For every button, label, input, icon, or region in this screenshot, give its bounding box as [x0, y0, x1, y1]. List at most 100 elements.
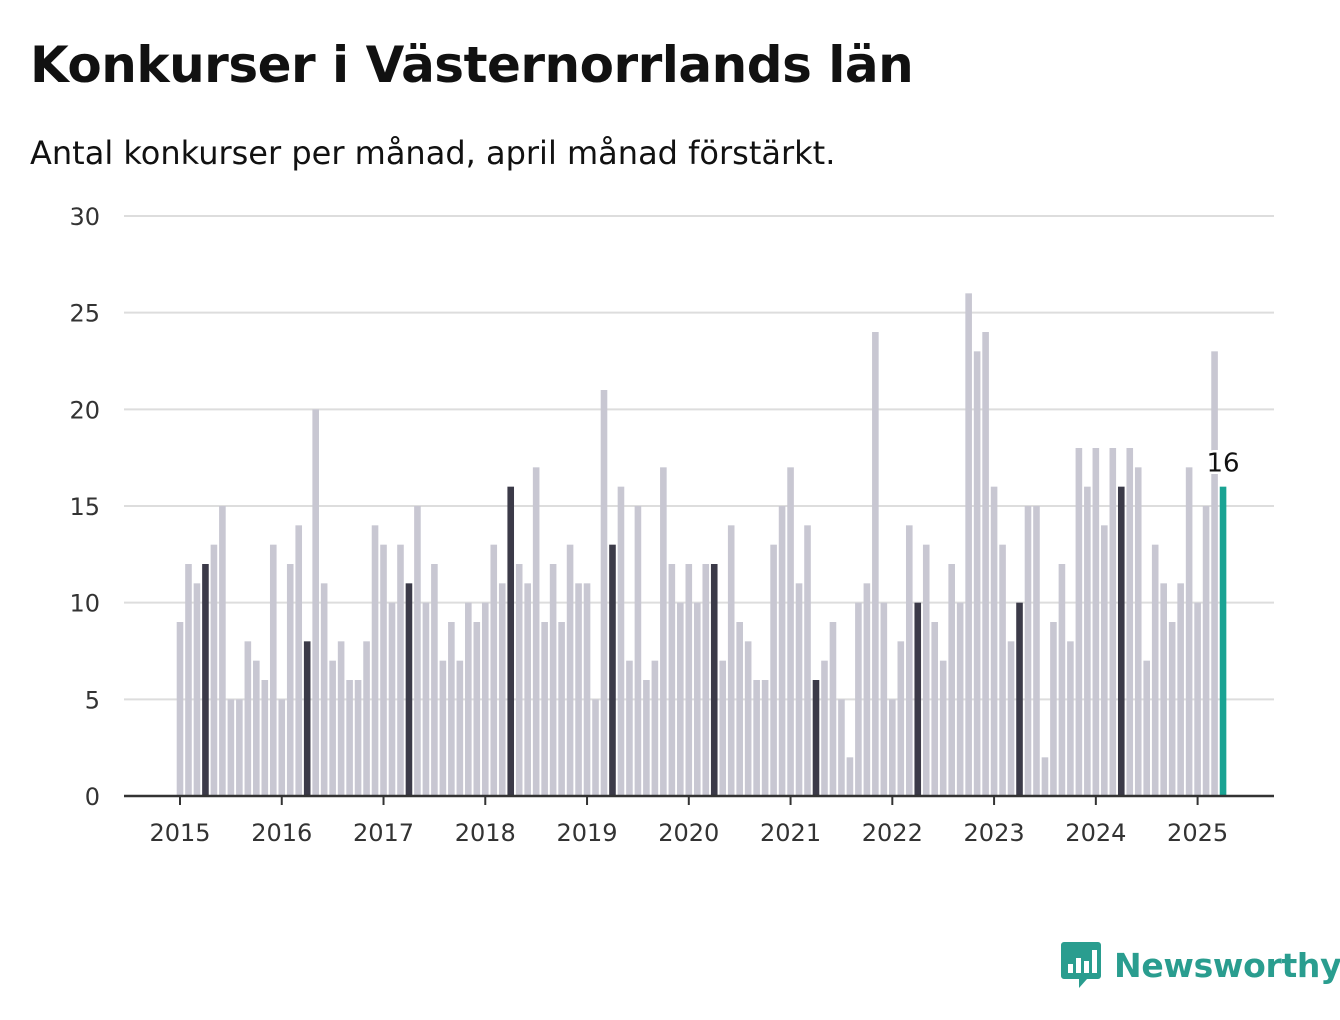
bar: [905, 525, 913, 796]
bar: [363, 641, 370, 796]
bar: [990, 486, 998, 796]
bar: [575, 583, 582, 796]
bar: [761, 680, 769, 796]
bar: [795, 583, 803, 796]
bar: [202, 564, 209, 796]
bar: [1185, 467, 1193, 796]
x-tick-label: 2025: [1167, 819, 1228, 847]
bar: [1168, 622, 1176, 796]
bar: [295, 525, 303, 796]
bar: [617, 486, 625, 796]
bar: [1219, 486, 1227, 796]
bar: [244, 641, 252, 796]
bar: [719, 660, 727, 796]
bar: [609, 544, 616, 796]
bar: [702, 564, 710, 796]
chart-subtitle: Antal konkurser per månad, april månad f…: [30, 134, 836, 172]
bar: [1041, 757, 1049, 796]
bar: [261, 680, 269, 796]
x-tick-label: 2020: [658, 819, 719, 847]
bar: [1134, 467, 1142, 796]
bar: [498, 583, 506, 796]
bar: [481, 602, 489, 796]
x-tick-label: 2017: [353, 819, 414, 847]
bar: [524, 583, 531, 796]
bar: [176, 622, 184, 796]
bar: [753, 680, 760, 796]
bar: [210, 544, 218, 796]
bar: [677, 602, 684, 796]
bar: [1143, 660, 1151, 796]
x-tick-label: 2015: [149, 819, 210, 847]
bar: [685, 564, 693, 796]
bar: [744, 641, 752, 796]
bar: [253, 660, 260, 796]
x-tick-label: 2022: [862, 819, 923, 847]
y-tick-label: 30: [69, 203, 100, 231]
bar: [549, 564, 557, 796]
bar: [956, 602, 964, 796]
bar: [889, 699, 896, 796]
x-tick-label: 2023: [964, 819, 1025, 847]
bar: [812, 680, 820, 796]
bar: [490, 544, 498, 796]
chart-title: Konkurser i Västernorrlands län: [30, 36, 914, 94]
bar: [1084, 486, 1091, 796]
bar: [1007, 641, 1015, 796]
bar: [448, 622, 455, 796]
bar: [804, 525, 811, 796]
bar: [922, 544, 930, 796]
bar: [269, 544, 277, 796]
bar: [982, 332, 989, 796]
bar: [1033, 506, 1040, 796]
bar: [278, 699, 286, 796]
bar: [320, 583, 328, 796]
bar: [397, 544, 404, 796]
bar: [710, 564, 718, 796]
bar: [914, 602, 922, 796]
x-tick-label: 2021: [760, 819, 821, 847]
bar: [185, 564, 192, 796]
bar: [414, 506, 421, 796]
bar: [193, 583, 201, 796]
y-tick-label: 20: [69, 396, 100, 424]
bar: [566, 544, 574, 796]
bar: [1024, 506, 1032, 796]
newsworthy-chart-bubble-icon: [1061, 942, 1101, 988]
bar: [829, 622, 837, 796]
bar: [1109, 448, 1117, 796]
bar: [660, 467, 667, 796]
bar: [999, 544, 1006, 796]
bar: [1101, 525, 1108, 796]
bar: [227, 699, 235, 796]
bar: [1050, 622, 1057, 796]
bar: [939, 660, 947, 796]
bar: [948, 564, 955, 796]
bar: [727, 525, 735, 796]
bar: [838, 699, 845, 796]
x-tick-label: 2019: [557, 819, 618, 847]
bar: [1160, 583, 1167, 796]
x-tick-label: 2016: [251, 819, 312, 847]
data-label-latest: 16: [1206, 449, 1239, 479]
bar: [846, 757, 854, 796]
bar: [931, 622, 939, 796]
bar: [1151, 544, 1159, 796]
x-tick-label: 2024: [1065, 819, 1126, 847]
bar: [558, 622, 565, 796]
bar: [329, 660, 336, 796]
bar: [1194, 602, 1201, 796]
bar: [778, 506, 786, 796]
bar: [465, 602, 472, 796]
bar: [1202, 506, 1210, 796]
bar: [337, 641, 345, 796]
bar: [303, 641, 311, 796]
bar: [388, 602, 396, 796]
bar: [346, 680, 353, 796]
bar: [583, 583, 591, 796]
bar: [626, 660, 633, 796]
bar: [770, 544, 777, 796]
bar: [897, 641, 905, 796]
bar: [532, 467, 540, 796]
